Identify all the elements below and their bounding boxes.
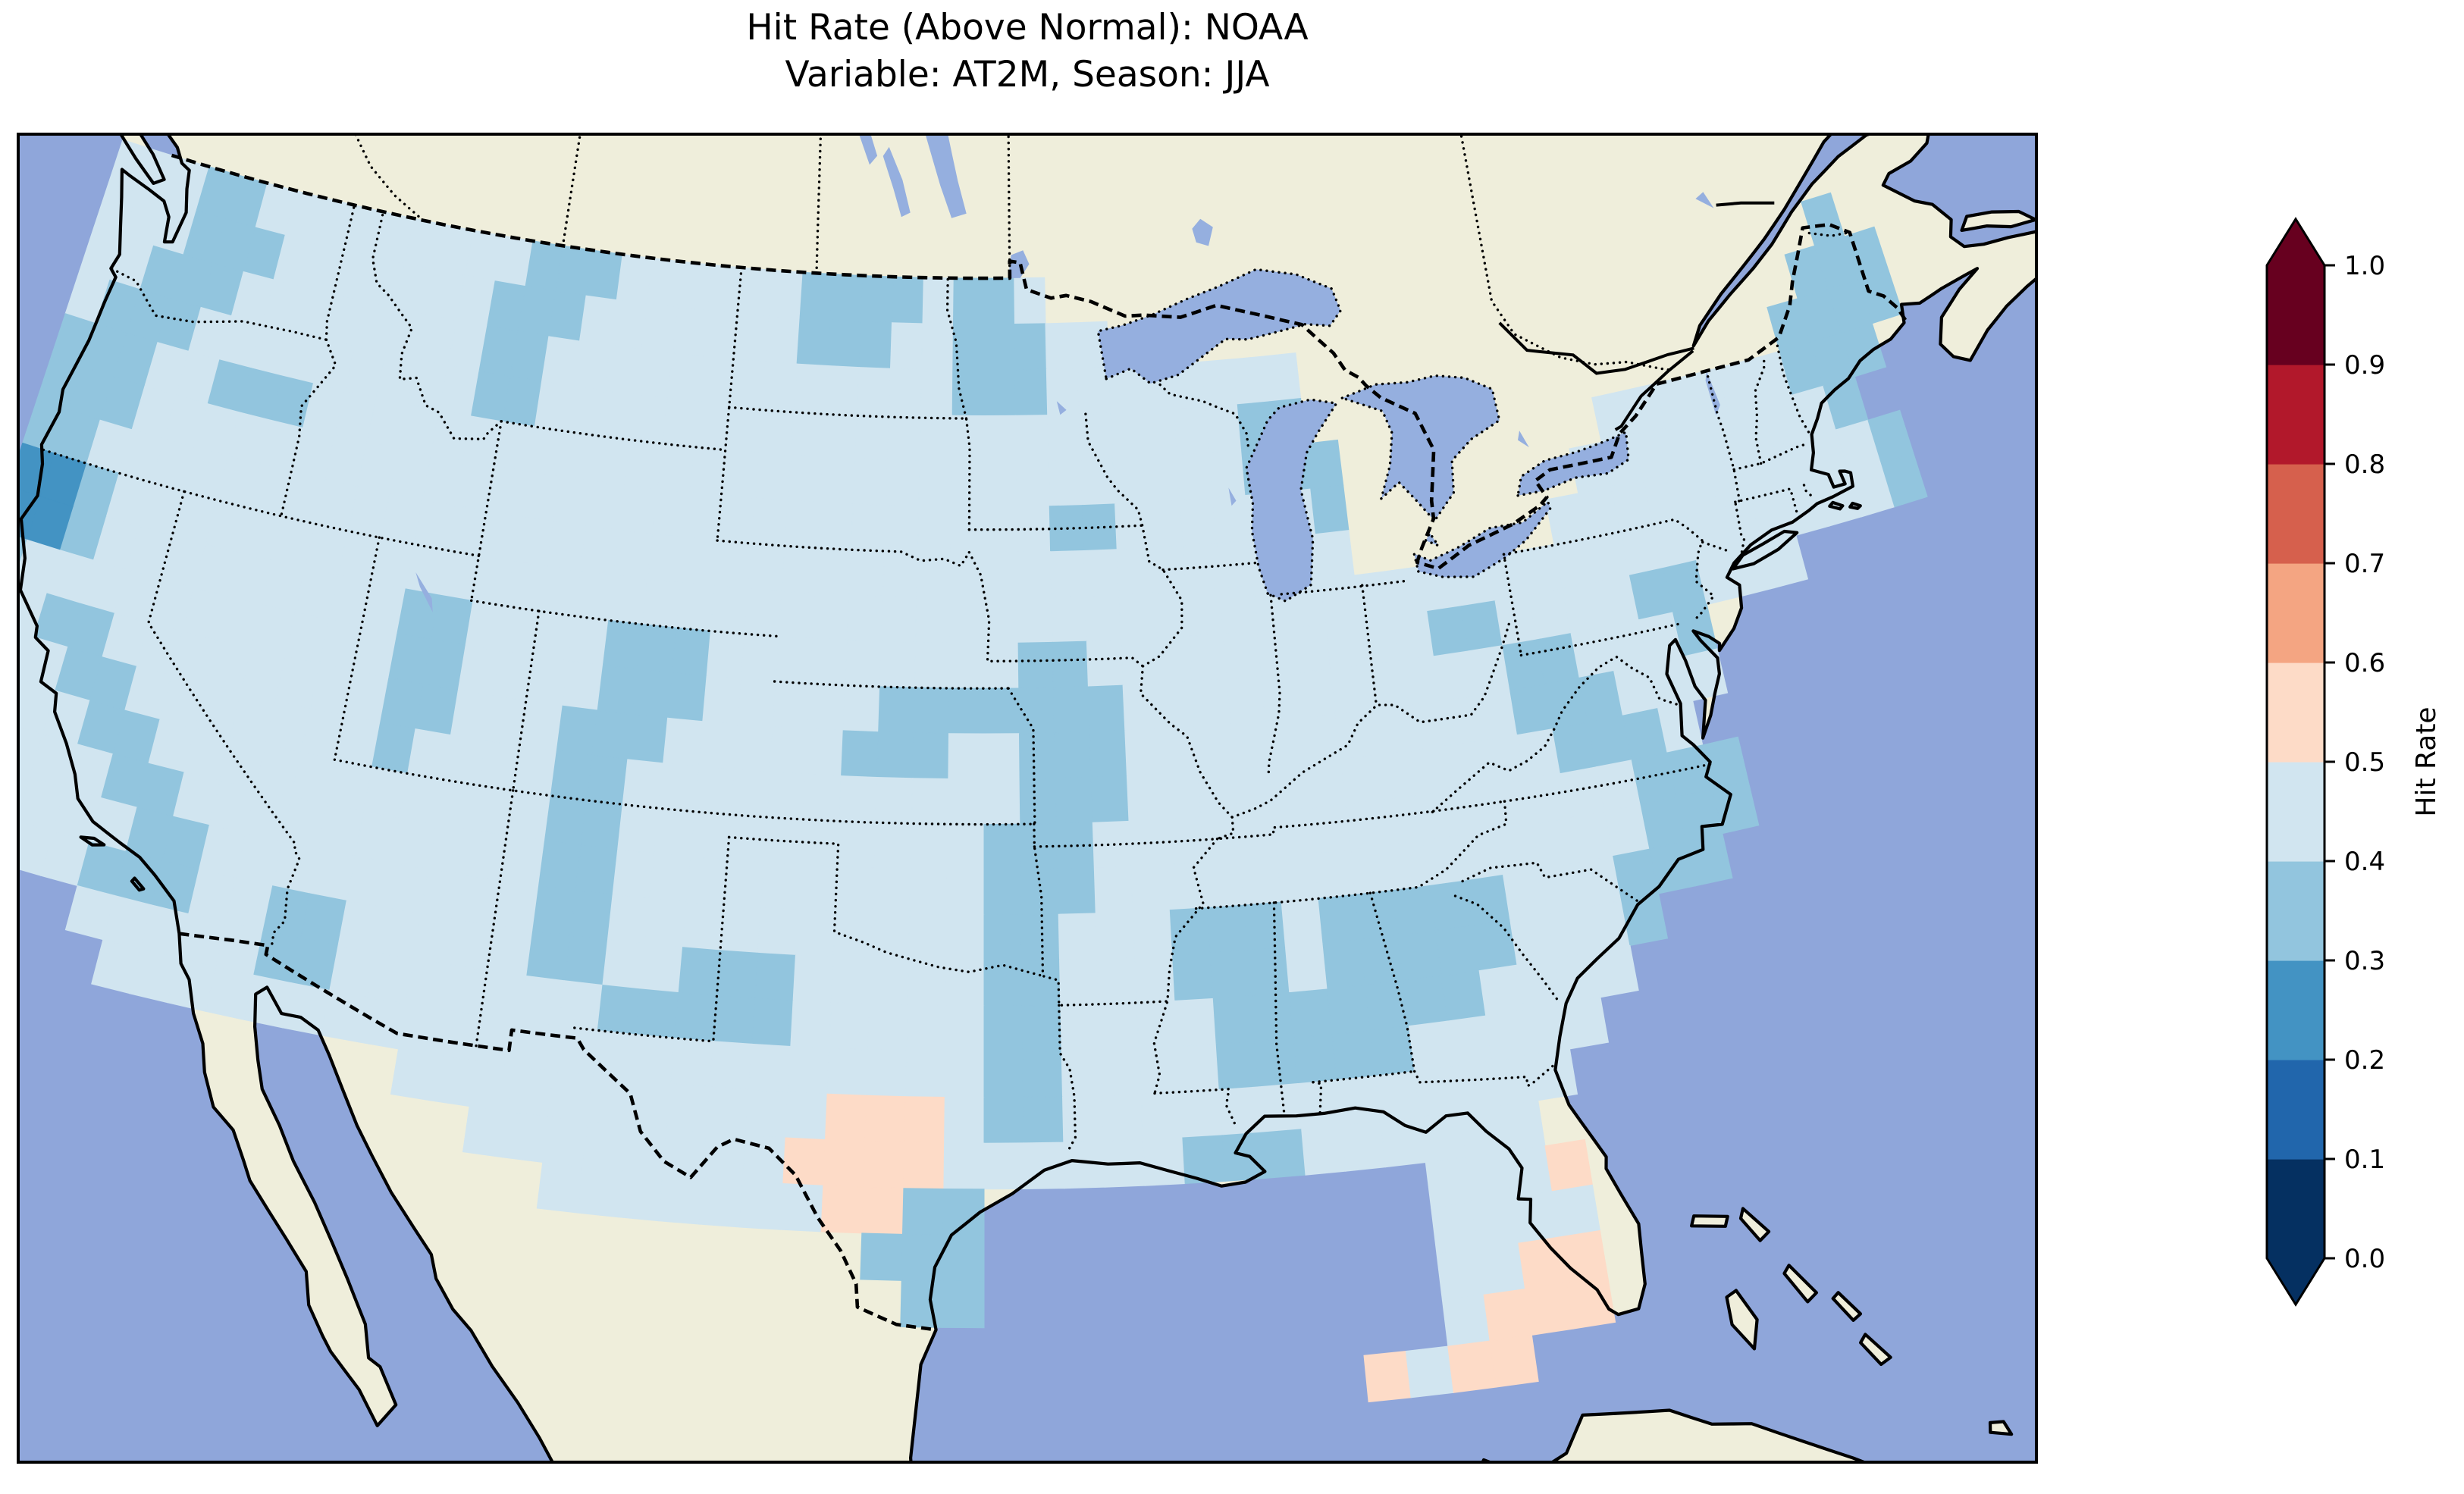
colorbar-tick-label: 0.9: [2344, 350, 2385, 381]
colorbar-arrow-top: [2267, 219, 2324, 265]
colorbar-segment: [2267, 960, 2324, 1060]
colorbar-axis-label: Hit Rate: [2411, 706, 2442, 816]
colorbar-tick-label: 0.5: [2344, 747, 2385, 778]
colorbar-segment: [2267, 861, 2324, 961]
figure-title: Hit Rate (Above Normal): NOAA Variable: …: [269, 5, 1785, 99]
colorbar-segment: [2267, 563, 2324, 663]
colorbar-segment: [2267, 662, 2324, 763]
colorbar-tick-label: 0.0: [2344, 1244, 2385, 1274]
colorbar-tick-label: 1.0: [2344, 251, 2385, 281]
map-panel: [17, 133, 2038, 1464]
rivers-layer: [1498, 201, 1775, 431]
colorbar-segment: [2267, 762, 2324, 862]
colorbar-tick-label: 0.8: [2344, 449, 2385, 480]
colorbar-segment: [2267, 1159, 2324, 1259]
colorbar-tick-label: 0.1: [2344, 1145, 2385, 1175]
colorbar-tick-label: 0.7: [2344, 549, 2385, 579]
state-borders-layer: [42, 133, 1851, 1153]
country-borders-layer: [171, 153, 1908, 1332]
colorbar-segment: [2267, 464, 2324, 564]
figure-title-line2: Variable: AT2M, Season: JJA: [785, 54, 1270, 96]
colorbar-bar: [2265, 217, 2326, 1307]
us-hit-rate-map: [17, 133, 2038, 1464]
great-lakes: [1096, 268, 1630, 603]
colorbar-tick-label: 0.4: [2344, 847, 2385, 877]
colorbar-tick-label: 0.6: [2344, 648, 2385, 678]
coastline-layer: [18, 133, 2038, 1464]
hit-rate-colorbar: 1.0 0.9 0.8 0.7 0.6 0.5 0.4 0.3 0.2 0.1 0.0 Hit Rat…: [2265, 217, 2442, 1307]
canada-lakes: [415, 133, 1720, 612]
hit-rate-grid: [17, 139, 1928, 1403]
colorbar-arrow-bottom: [2267, 1258, 2324, 1305]
colorbar-ticks: 1.0 0.9 0.8 0.7 0.6 0.5 0.4 0.3 0.2 0.1 0.0: [2324, 251, 2385, 1274]
map-frame: [17, 133, 2038, 1464]
colorbar-tick-label: 0.2: [2344, 1045, 2385, 1076]
figure-title-line1: Hit Rate (Above Normal): NOAA: [746, 7, 1309, 49]
colorbar-segment: [2267, 365, 2324, 465]
colorbar-segment: [2267, 1060, 2324, 1160]
colorbar-segment: [2267, 265, 2324, 365]
colorbar-panel: 1.0 0.9 0.8 0.7 0.6 0.5 0.4 0.3 0.2 0.1 0.0 Hit Rat…: [2214, 197, 2464, 1334]
colorbar-tick-label: 0.3: [2344, 946, 2385, 976]
